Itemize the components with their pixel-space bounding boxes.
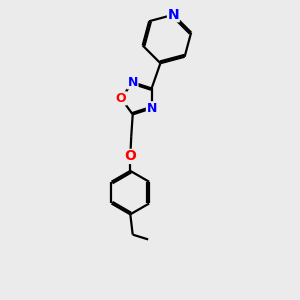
Text: N: N [128,76,138,89]
Text: O: O [116,92,126,105]
Text: N: N [168,8,179,22]
Text: O: O [124,149,136,164]
Text: N: N [146,102,157,115]
